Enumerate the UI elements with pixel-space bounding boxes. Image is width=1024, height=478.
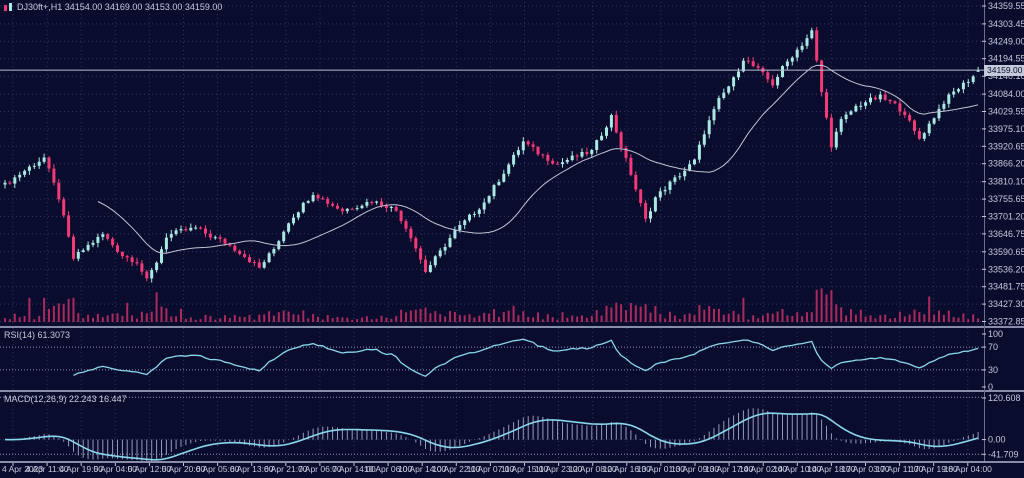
svg-text:0: 0: [988, 382, 993, 392]
rsi-indicator-label: RSI(14) 61.3073: [4, 330, 71, 340]
svg-text:33701.20: 33701.20: [988, 212, 1024, 222]
rsi-line: [73, 338, 979, 378]
svg-text:13 Apr 09:00: 13 Apr 09:00: [671, 464, 719, 474]
macd-histogram: [9, 408, 979, 462]
svg-text:34249.00: 34249.00: [988, 36, 1024, 46]
svg-text:34359.55: 34359.55: [988, 1, 1024, 11]
svg-text:14 Apr 02:00: 14 Apr 02:00: [739, 464, 787, 474]
svg-text:33372.85: 33372.85: [988, 317, 1024, 327]
macd-indicator-label: MACD(12,26,9) 22.243 16.447: [4, 394, 127, 404]
svg-text:11 Apr 07:00: 11 Apr 07:00: [467, 464, 515, 474]
volume-bars-layer: [4, 288, 980, 322]
grid-layer: [0, 2, 984, 460]
svg-text:4 Apr 11:00: 4 Apr 11:00: [26, 464, 69, 474]
svg-text:33427.30: 33427.30: [988, 299, 1024, 309]
svg-text:4 Apr 2023: 4 Apr 2023: [2, 464, 43, 474]
svg-text:5 Apr 04:00: 5 Apr 04:00: [94, 464, 138, 474]
pane-separators: [0, 0, 1024, 463]
current-price-tag: 34159.00: [984, 65, 1024, 76]
svg-text:7 Apr 14:00: 7 Apr 14:00: [332, 464, 376, 474]
svg-text:10 Apr 22:00: 10 Apr 22:00: [432, 464, 480, 474]
svg-text:34194.55: 34194.55: [988, 54, 1024, 64]
svg-text:-41.709: -41.709: [988, 449, 1019, 459]
symbol-chart-icon: [4, 3, 12, 11]
svg-text:10 Apr 06:00: 10 Apr 06:00: [364, 464, 412, 474]
svg-text:33810.10: 33810.10: [988, 177, 1024, 187]
svg-text:11 Apr 23:00: 11 Apr 23:00: [535, 464, 583, 474]
svg-text:12 Apr 08:00: 12 Apr 08:00: [569, 464, 617, 474]
svg-text:5 Apr 12:00: 5 Apr 12:00: [128, 464, 172, 474]
moving-average-line: [97, 64, 979, 254]
svg-text:14 Apr 18:00: 14 Apr 18:00: [807, 464, 855, 474]
svg-text:4 Apr 19:00: 4 Apr 19:00: [59, 464, 103, 474]
svg-text:17 Apr 19:00: 17 Apr 19:00: [910, 464, 958, 474]
svg-text:0.00: 0.00: [988, 435, 1006, 445]
svg-text:33536.20: 33536.20: [988, 264, 1024, 274]
symbol-header: DJ30ft+,H1 34154.00 34169.00 34153.00 34…: [3, 2, 222, 12]
svg-text:33646.75: 33646.75: [988, 229, 1024, 239]
svg-text:70: 70: [988, 342, 998, 352]
svg-text:100: 100: [988, 329, 1003, 339]
svg-text:17 Apr 03:00: 17 Apr 03:00: [841, 464, 889, 474]
svg-text:10 Apr 14:00: 10 Apr 14:00: [398, 464, 446, 474]
svg-text:33975.10: 33975.10: [988, 124, 1024, 134]
svg-text:13 Apr 17:00: 13 Apr 17:00: [705, 464, 753, 474]
svg-text:33755.65: 33755.65: [988, 194, 1024, 204]
svg-text:34029.55: 34029.55: [988, 107, 1024, 117]
svg-text:30: 30: [988, 365, 998, 375]
svg-text:120.608: 120.608: [988, 393, 1021, 403]
svg-text:17 Apr 11:00: 17 Apr 11:00: [876, 464, 924, 474]
symbol-ohlc-readout: DJ30ft+,H1 34154.00 34169.00 34153.00 34…: [17, 2, 223, 12]
svg-text:33920.65: 33920.65: [988, 141, 1024, 151]
svg-text:12 Apr 16:00: 12 Apr 16:00: [603, 464, 651, 474]
svg-text:33481.75: 33481.75: [988, 282, 1024, 292]
svg-text:33590.65: 33590.65: [988, 247, 1024, 257]
svg-text:13 Apr 01:00: 13 Apr 01:00: [637, 464, 685, 474]
svg-text:6 Apr 13:00: 6 Apr 13:00: [230, 464, 274, 474]
svg-text:7 Apr 06:00: 7 Apr 06:00: [298, 464, 342, 474]
svg-text:5 Apr 20:00: 5 Apr 20:00: [162, 464, 206, 474]
macd-signal-line: [4, 412, 979, 461]
svg-text:14 Apr 10:00: 14 Apr 10:00: [773, 464, 821, 474]
svg-text:34303.45: 34303.45: [988, 19, 1024, 29]
svg-text:33866.20: 33866.20: [988, 159, 1024, 169]
svg-text:6 Apr 21:00: 6 Apr 21:00: [264, 464, 308, 474]
svg-text:6 Apr 05:00: 6 Apr 05:00: [196, 464, 240, 474]
svg-text:34084.00: 34084.00: [988, 89, 1024, 99]
svg-text:18 Apr 04:00: 18 Apr 04:00: [944, 464, 992, 474]
price-axis-labels: 34359.55 34303.45 34249.00 34194.55 34140.10…: [982, 1, 1024, 459]
candles-layer: [3, 27, 980, 283]
svg-text:34140.10: 34140.10: [988, 71, 1024, 81]
svg-text:11 Apr 15:00: 11 Apr 15:00: [501, 464, 549, 474]
